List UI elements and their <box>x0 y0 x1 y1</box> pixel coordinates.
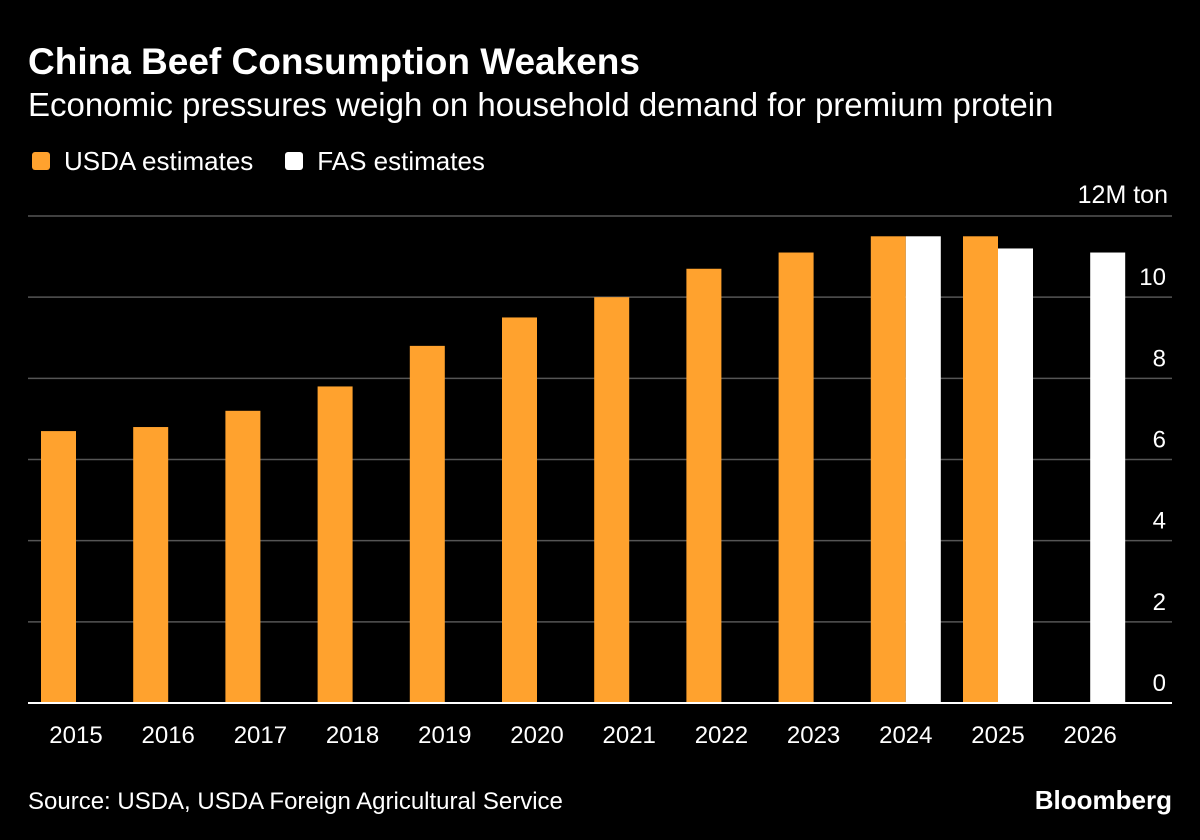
bar-usda-2021 <box>594 297 630 703</box>
y-tick-label-2: 2 <box>1153 589 1166 616</box>
bar-usda-2015 <box>41 431 76 703</box>
bar-usda-2023 <box>778 252 814 703</box>
x-tick-label-2025: 2025 <box>971 722 1024 749</box>
legend-label-usda: USDA estimates <box>64 145 254 176</box>
legend-item-usda: USDA estimates <box>32 146 253 177</box>
x-tick-label-2026: 2026 <box>1064 722 1117 749</box>
x-tick-label-2020: 2020 <box>510 722 563 749</box>
x-tick-label-2015: 2015 <box>49 722 102 749</box>
bar-fas-2026 <box>1090 252 1126 703</box>
bar-usda-2019 <box>409 345 445 703</box>
y-tick-label-8: 8 <box>1153 345 1166 372</box>
bar-fas-2025 <box>998 248 1033 703</box>
bar-usda-2016 <box>133 427 169 703</box>
bar-fas-2024 <box>905 236 941 703</box>
bloomberg-logo: Bloomberg <box>1034 785 1172 815</box>
bar-usda-2017 <box>225 410 261 703</box>
legend: USDA estimates FAS estimates <box>32 144 517 178</box>
x-tick-label-2019: 2019 <box>418 722 471 749</box>
source-note: Source: USDA, USDA Foreign Agricultural … <box>28 788 563 815</box>
bar-usda-2024 <box>870 236 906 703</box>
y-tick-label-4: 4 <box>1153 508 1166 535</box>
legend-label-fas: FAS estimates <box>317 145 485 176</box>
y-tick-label-6: 6 <box>1153 427 1166 454</box>
bar-usda-2025 <box>963 236 998 703</box>
y-tick-label-0: 0 <box>1153 670 1166 697</box>
x-tick-label-2016: 2016 <box>142 722 195 749</box>
legend-swatch-usda <box>32 152 50 170</box>
x-tick-label-2018: 2018 <box>326 722 379 749</box>
legend-item-fas: FAS estimates <box>285 146 485 177</box>
x-tick-label-2021: 2021 <box>603 722 656 749</box>
chart-subtitle: Economic pressures weigh on household de… <box>28 86 1054 123</box>
bar-usda-2018 <box>317 386 353 703</box>
chart-title: China Beef Consumption Weakens <box>28 41 640 82</box>
x-tick-label-2023: 2023 <box>787 722 840 749</box>
x-tick-label-2017: 2017 <box>234 722 287 749</box>
y-tick-label-10: 10 <box>1139 264 1166 291</box>
x-tick-label-2024: 2024 <box>879 722 932 749</box>
y-axis-unit-label: 12M ton <box>1077 181 1168 209</box>
x-tick-label-2022: 2022 <box>695 722 748 749</box>
bar-usda-2020 <box>502 317 537 703</box>
bar-usda-2022 <box>686 268 722 703</box>
legend-swatch-fas <box>285 152 304 170</box>
